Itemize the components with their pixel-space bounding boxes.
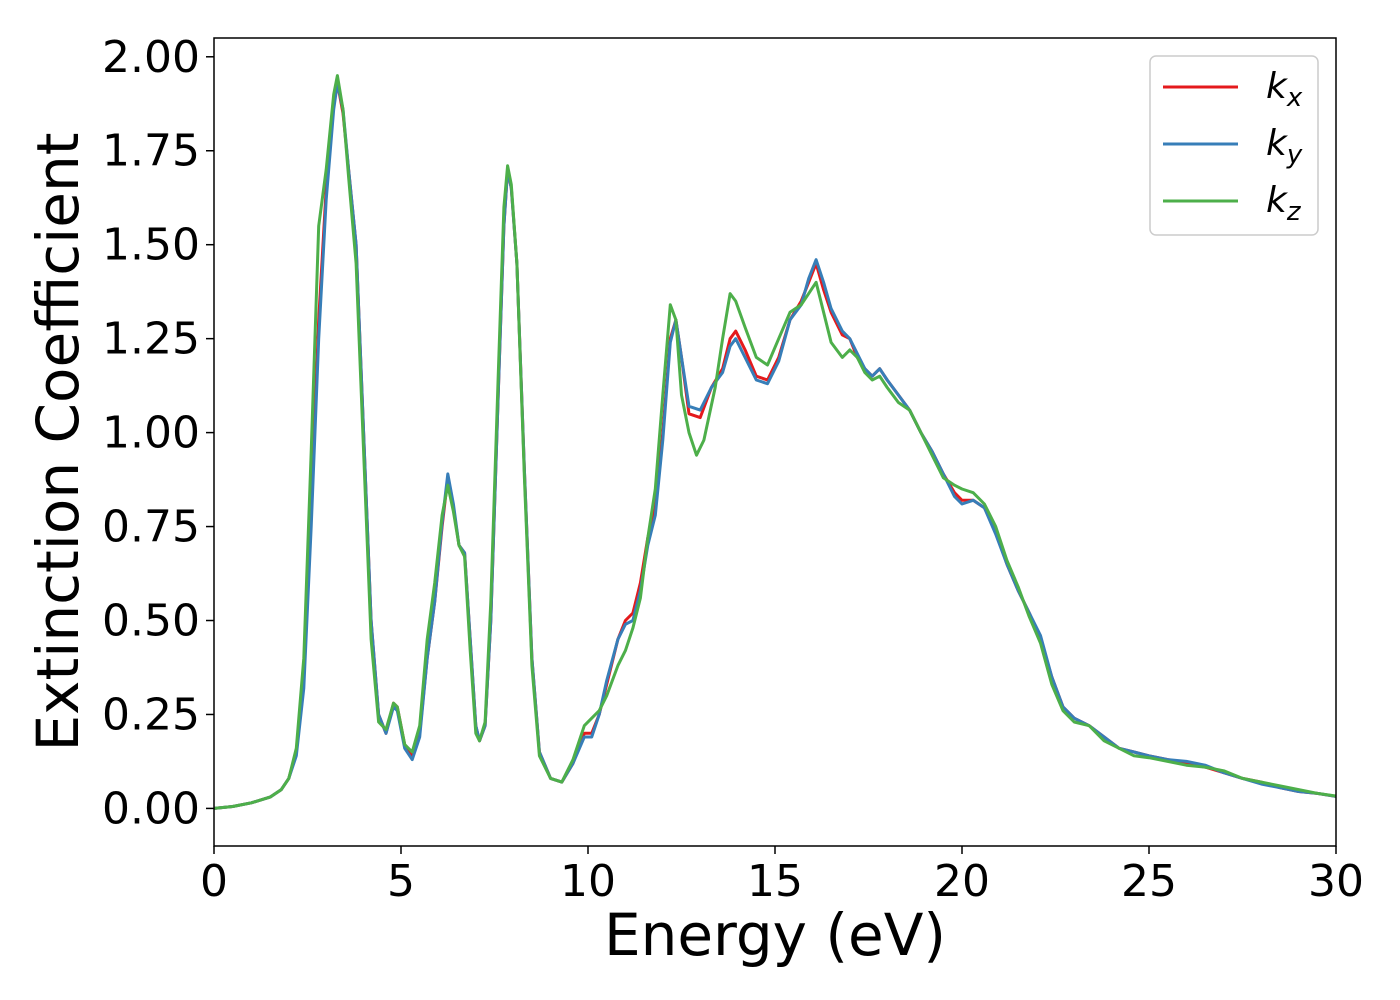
plot-lines — [214, 74, 1336, 810]
legend: kx ky kz — [1149, 55, 1319, 236]
x-axis-ticks: 0 5 10 15 20 25 30 — [200, 846, 1364, 907]
y-tick-label: 0.00 — [102, 783, 200, 834]
y-tick-label: 2.00 — [102, 32, 200, 83]
legend-label-kx: kx — [1266, 66, 1303, 113]
x-tick-label: 5 — [387, 856, 415, 907]
y-tick-label: 0.25 — [102, 689, 200, 740]
legend-label-kz: kz — [1266, 180, 1302, 227]
y-axis-ticks: 0.00 0.25 0.50 0.75 1.00 1.25 1.50 1.75 2.00 — [102, 32, 214, 834]
x-tick-label: 15 — [747, 856, 803, 907]
y-tick-label: 1.50 — [102, 220, 200, 271]
y-tick-label: 0.50 — [102, 596, 200, 647]
y-tick-label: 1.75 — [102, 126, 200, 177]
x-tick-label: 0 — [200, 856, 228, 907]
x-axis-title: Energy (eV) — [604, 901, 946, 969]
y-tick-label: 1.00 — [102, 408, 200, 459]
legend-label-ky: ky — [1266, 123, 1303, 170]
y-axis-title: Extinction Coefficient — [24, 133, 92, 752]
x-tick-label: 30 — [1308, 856, 1364, 907]
x-tick-label: 25 — [1121, 856, 1177, 907]
series-line-kz — [214, 74, 1336, 810]
x-tick-label: 10 — [560, 856, 616, 907]
x-tick-label: 20 — [934, 856, 990, 907]
y-tick-label: 1.25 — [102, 314, 200, 365]
y-tick-label: 0.75 — [102, 502, 200, 553]
